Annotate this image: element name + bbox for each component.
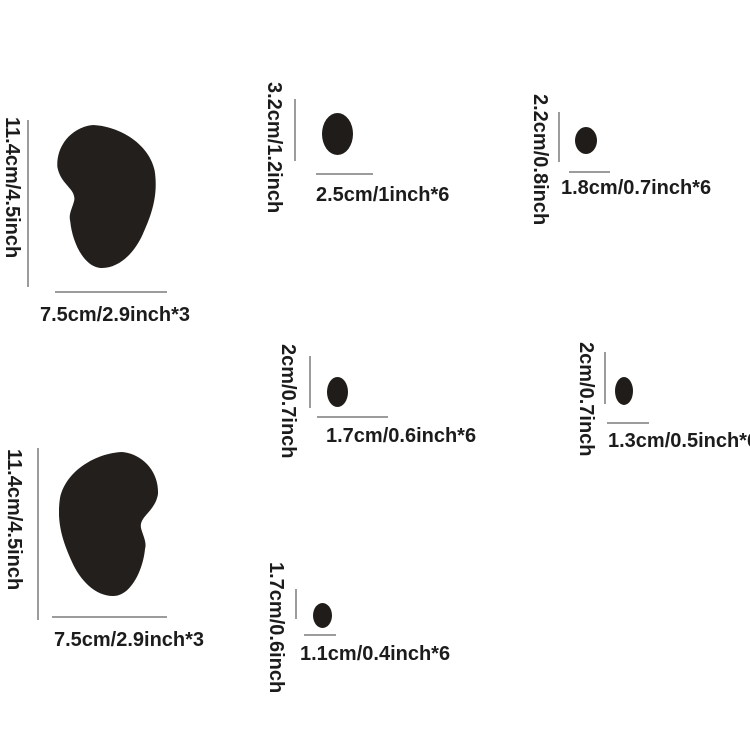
width-dimension-line (52, 616, 167, 618)
width-dimension-label: 2.5cm/1inch*6 (316, 184, 450, 206)
oval-pad-shape (615, 377, 633, 405)
oval-pad-shape (327, 377, 348, 407)
width-dimension-line (55, 291, 167, 293)
height-dimension-line (604, 352, 606, 404)
width-dimension-line (569, 171, 610, 173)
height-dimension-line (294, 99, 296, 161)
height-dimension-line (309, 356, 311, 408)
height-dimension-label: 2cm/0.7inch (277, 344, 299, 459)
width-dimension-label: 1.7cm/0.6inch*6 (326, 425, 477, 447)
height-dimension-label: 11.4cm/4.5inch (1, 117, 23, 259)
height-dimension-label: 1.7cm/0.6inch (265, 562, 287, 694)
width-dimension-label: 1.8cm/0.7inch*6 (561, 177, 712, 199)
foot-pad-shape (57, 125, 156, 269)
width-dimension-label: 7.5cm/2.9inch*3 (53, 629, 205, 651)
width-dimension-label: 1.1cm/0.4inch*6 (300, 643, 451, 665)
height-dimension-line (27, 120, 29, 287)
oval-pad-shape (575, 127, 597, 154)
width-dimension-label: 1.3cm/0.5inch*6 (608, 430, 750, 452)
height-dimension-label: 2.2cm/0.8inch (529, 94, 551, 226)
height-dimension-line (295, 589, 297, 619)
width-dimension-line (304, 634, 336, 636)
width-dimension-label: 7.5cm/2.9inch*3 (39, 304, 191, 326)
width-dimension-line (317, 416, 388, 418)
foot-pad-shape (59, 452, 159, 596)
width-dimension-line (316, 173, 373, 175)
height-dimension-line (37, 448, 39, 620)
height-dimension-label: 11.4cm/4.5inch (3, 449, 25, 591)
oval-pad-shape (313, 603, 332, 628)
height-dimension-label: 2cm/0.7inch (575, 342, 597, 457)
height-dimension-label: 3.2cm/1.2inch (263, 82, 285, 214)
oval-pad-shape (322, 113, 353, 155)
height-dimension-line (558, 112, 560, 162)
width-dimension-line (607, 422, 649, 424)
